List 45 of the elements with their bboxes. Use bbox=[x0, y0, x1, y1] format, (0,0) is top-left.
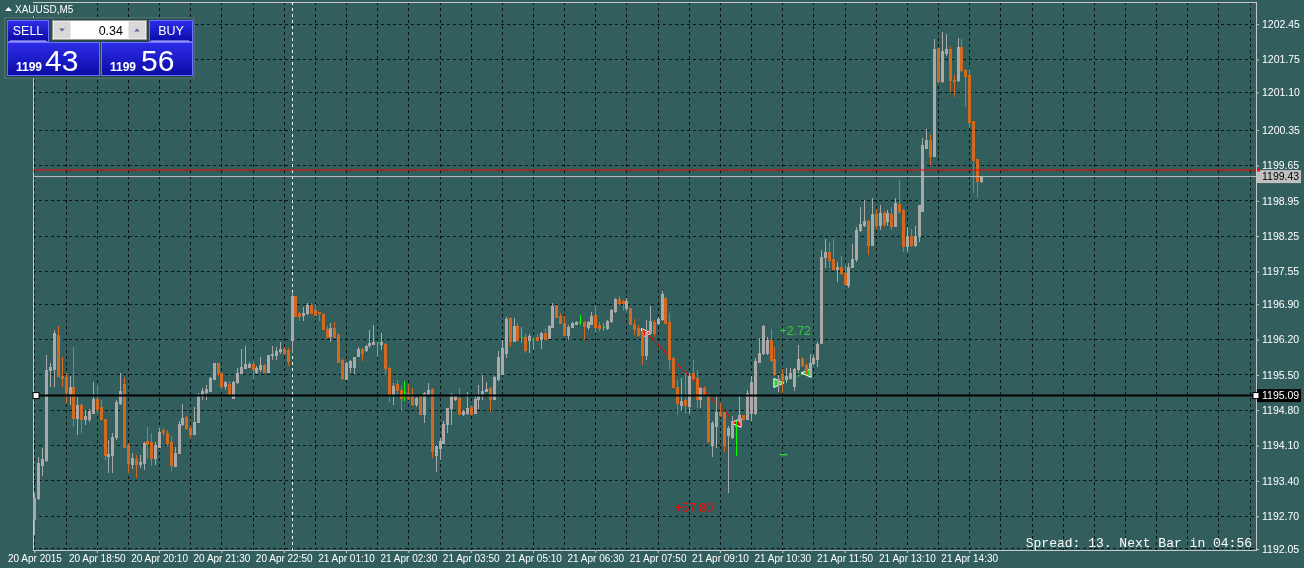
y-tick-label: 1198.95 bbox=[1262, 194, 1300, 207]
annotation: +57.80 bbox=[674, 501, 714, 516]
x-tick-label: 20 Apr 18:50 bbox=[68, 553, 127, 565]
y-tick-label: 1192.05 bbox=[1262, 542, 1300, 555]
x-tick-label: 20 Apr 20:10 bbox=[131, 553, 189, 565]
y-tick-label: 1196.20 bbox=[1262, 333, 1300, 346]
x-tick-label: 21 Apr 11:50 bbox=[817, 553, 874, 565]
x-tick-label: 21 Apr 13:10 bbox=[879, 553, 937, 565]
y-tick-label: 1202.45 bbox=[1262, 18, 1301, 31]
y-tick-label: 1197.55 bbox=[1262, 265, 1300, 278]
x-tick-label: 21 Apr 10:30 bbox=[754, 553, 812, 565]
y-tick-label: 1195.50 bbox=[1262, 368, 1300, 381]
x-tick-label: 21 Apr 14:30 bbox=[941, 553, 999, 565]
y-tick-label: 1196.90 bbox=[1262, 298, 1300, 311]
y-tick-label: 1194.10 bbox=[1262, 439, 1300, 452]
x-tick-label: 21 Apr 02:30 bbox=[380, 553, 438, 565]
ref-line-label: 1199.43 bbox=[1262, 170, 1300, 183]
x-tick-label: 20 Apr 22:50 bbox=[255, 553, 314, 565]
annotation: BUY bbox=[158, 23, 185, 38]
y-tick-label: 1199.65 bbox=[1262, 159, 1300, 172]
annotation: Spread: 13. Next Bar in 04:56 bbox=[1025, 535, 1252, 551]
y-tick-label: 1201.10 bbox=[1262, 86, 1301, 99]
x-tick-label: 20 Apr 2015 bbox=[7, 553, 63, 565]
chart-title: XAUUSD,M5 bbox=[15, 4, 74, 15]
annotation: SELL bbox=[12, 23, 44, 38]
y-tick-label: 1194.80 bbox=[1262, 404, 1300, 417]
annotation: 43 bbox=[45, 44, 79, 77]
y-tick-label: 1192.70 bbox=[1262, 510, 1300, 523]
x-tick-label: 20 Apr 21:30 bbox=[193, 553, 251, 565]
ref-line-label: 1195.09 bbox=[1262, 389, 1300, 402]
x-tick-label: 21 Apr 07:50 bbox=[629, 553, 687, 565]
annotation: 1199 bbox=[16, 60, 43, 74]
x-tick-label: 21 Apr 05:10 bbox=[505, 553, 563, 565]
annotation: +2.72 bbox=[779, 324, 812, 339]
x-tick-label: 21 Apr 06:30 bbox=[567, 553, 625, 565]
annotation: 56 bbox=[141, 44, 175, 77]
y-tick-label: 1198.25 bbox=[1262, 230, 1300, 242]
x-tick-label: 21 Apr 09:10 bbox=[692, 553, 750, 565]
y-tick-label: 1200.35 bbox=[1262, 124, 1301, 137]
y-tick-label: 1201.75 bbox=[1262, 53, 1301, 66]
y-tick-label: 1193.40 bbox=[1262, 474, 1300, 487]
x-tick-label: 21 Apr 03:50 bbox=[442, 553, 500, 565]
x-tick-label: 21 Apr 01:10 bbox=[318, 553, 376, 565]
annotation: 1199 bbox=[110, 60, 137, 74]
annotation: 0.34 bbox=[98, 23, 124, 38]
